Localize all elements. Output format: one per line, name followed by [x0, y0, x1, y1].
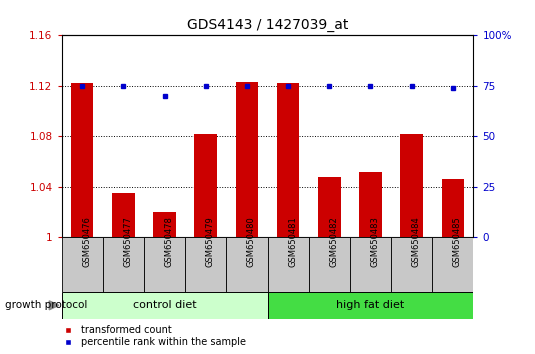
Bar: [144, 237, 185, 292]
Text: high fat diet: high fat diet: [337, 300, 404, 310]
Legend: transformed count, percentile rank within the sample: transformed count, percentile rank withi…: [58, 325, 246, 347]
Bar: [391, 237, 432, 292]
Bar: [268, 237, 309, 292]
Bar: [268, 292, 473, 319]
Bar: [441, 179, 464, 237]
Polygon shape: [49, 301, 59, 310]
Bar: [350, 237, 391, 292]
Bar: [309, 237, 350, 292]
Text: growth protocol: growth protocol: [5, 300, 88, 310]
Text: GSM650484: GSM650484: [412, 216, 421, 267]
Text: GSM650483: GSM650483: [371, 216, 379, 267]
Title: GDS4143 / 1427039_at: GDS4143 / 1427039_at: [187, 18, 348, 32]
Bar: [235, 82, 258, 237]
Text: control diet: control diet: [133, 300, 196, 310]
Bar: [432, 237, 473, 292]
Text: GSM650482: GSM650482: [330, 216, 338, 267]
Bar: [153, 212, 176, 237]
Bar: [71, 83, 94, 237]
Bar: [277, 83, 300, 237]
Text: GSM650480: GSM650480: [247, 216, 256, 267]
Bar: [400, 134, 423, 237]
Bar: [62, 292, 268, 319]
Bar: [62, 237, 103, 292]
Text: GSM650481: GSM650481: [288, 216, 297, 267]
Bar: [112, 193, 135, 237]
Text: GSM650478: GSM650478: [165, 216, 173, 267]
Text: GSM650476: GSM650476: [82, 216, 91, 267]
Text: GSM650479: GSM650479: [206, 216, 215, 267]
Bar: [185, 237, 226, 292]
Bar: [194, 134, 217, 237]
Bar: [103, 237, 144, 292]
Bar: [318, 177, 341, 237]
Text: GSM650477: GSM650477: [124, 216, 132, 267]
Bar: [226, 237, 268, 292]
Bar: [359, 172, 382, 237]
Text: GSM650485: GSM650485: [453, 216, 462, 267]
